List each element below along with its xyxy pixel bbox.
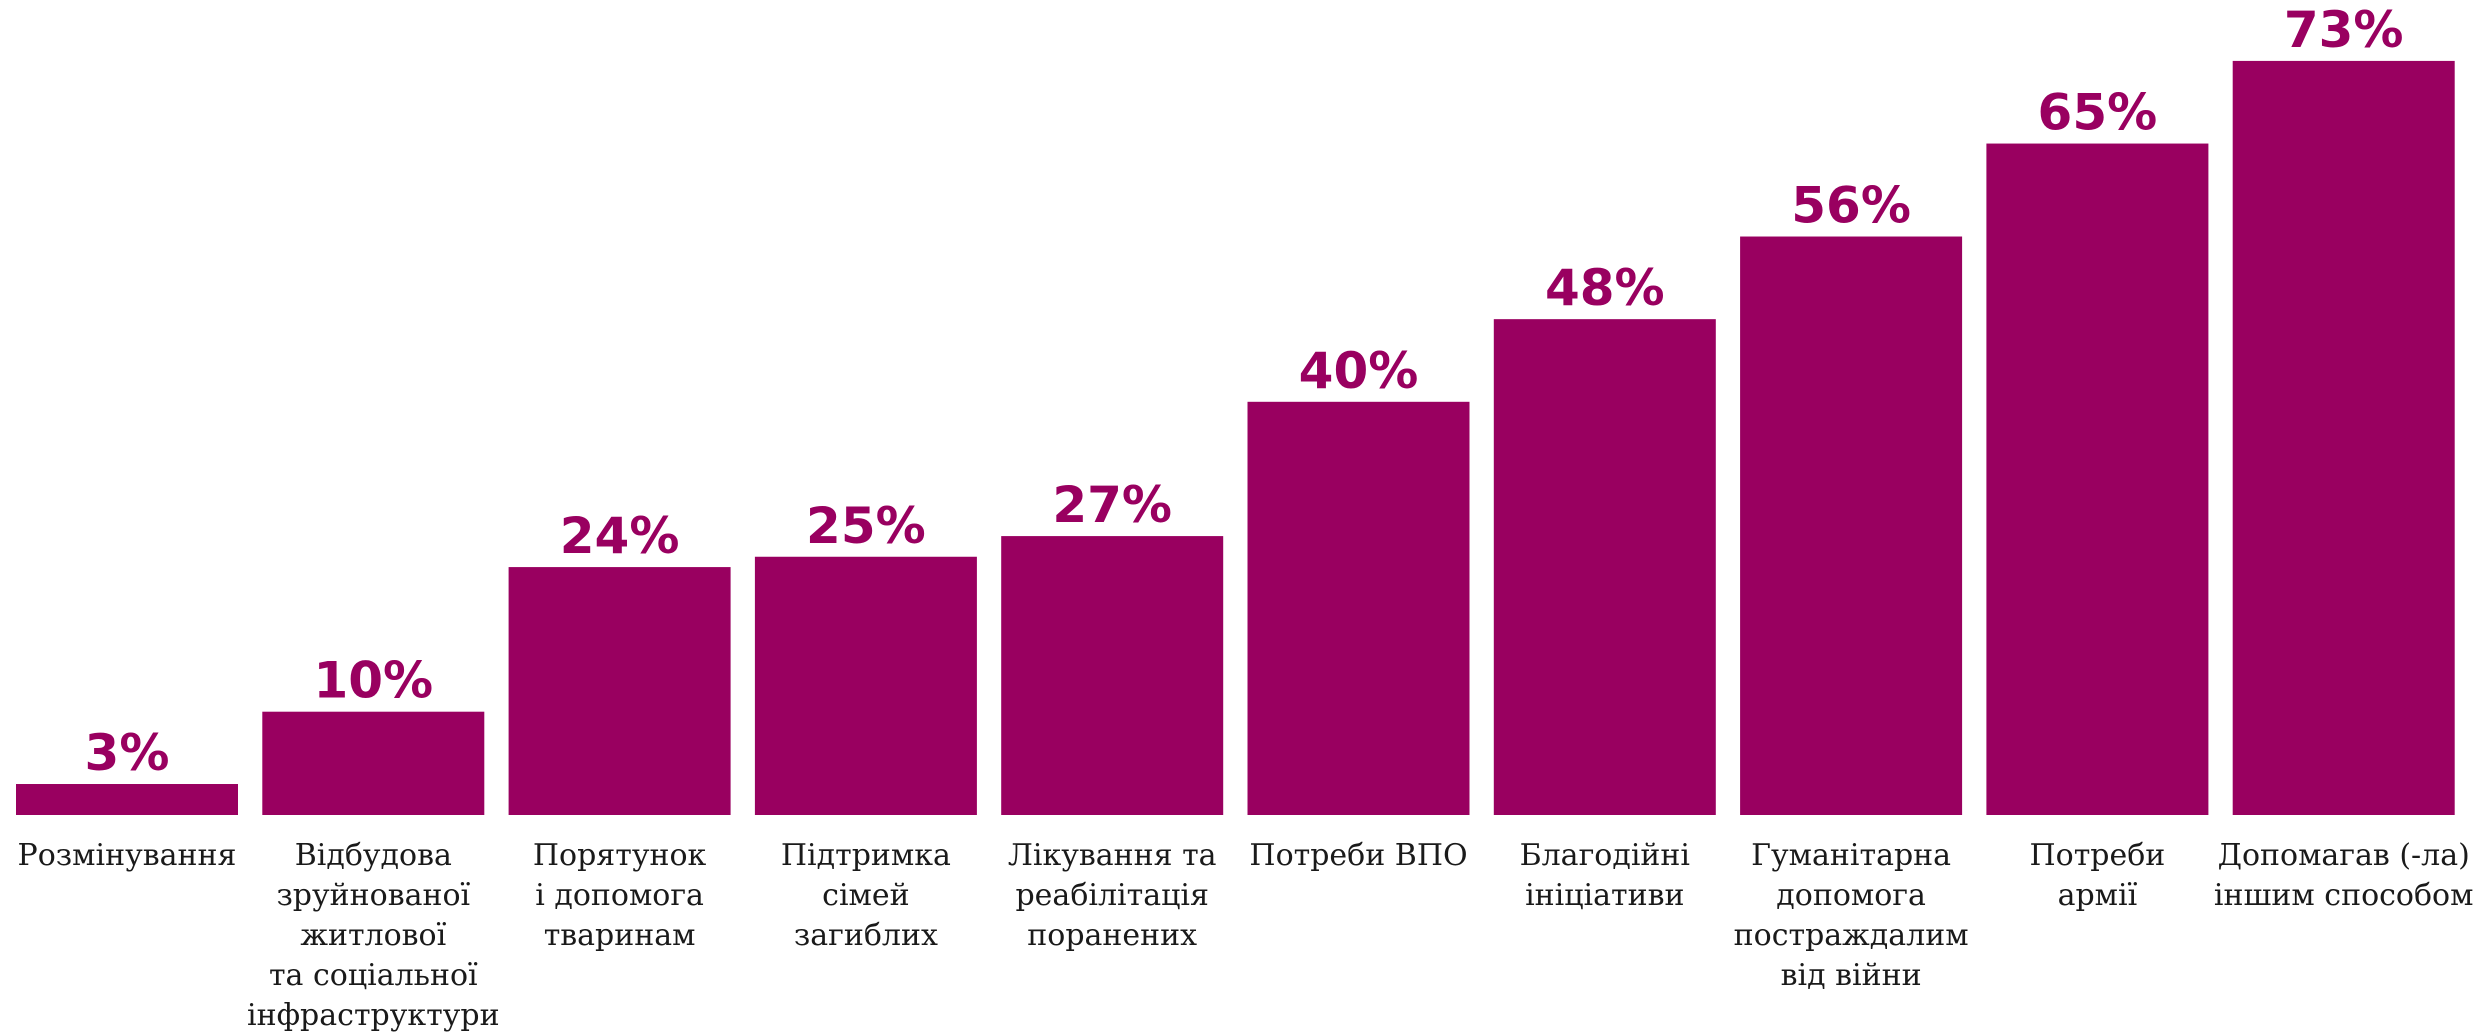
category-label-line: ініціативи xyxy=(1525,878,1684,913)
category-label-line: Лікування та xyxy=(1008,838,1217,873)
category-label-line: поранених xyxy=(1027,918,1197,953)
category-label-line: Відбудова xyxy=(295,838,452,873)
category-label-line: постраждалим xyxy=(1734,918,1969,953)
bar xyxy=(1001,536,1224,815)
category-label: Лікування та реабілітація поранених xyxy=(1008,838,1217,953)
bar xyxy=(1740,236,1963,815)
category-label: Гуманітарна допомога постраждалим від війни xyxy=(1734,838,1969,993)
category-label: Відбудова зруйнованої житлової та соціально… xyxy=(247,838,500,1033)
category-label: Благодійні ініціативи xyxy=(1520,838,1690,913)
category-label-line: зруйнованої xyxy=(276,878,470,913)
bar-value-label: 25% xyxy=(806,497,926,555)
category-label-line: та соціальної xyxy=(269,958,478,993)
bar xyxy=(1493,319,1716,815)
category-label-line: житлової xyxy=(300,918,446,953)
category-label-line: і допомога xyxy=(535,878,704,913)
category-label-line: Гуманітарна xyxy=(1751,838,1951,873)
category-label-line: іншим способом xyxy=(2214,878,2474,913)
category-label-line: Потреби xyxy=(2029,838,2165,873)
bar-value-label: 40% xyxy=(1299,342,1419,400)
category-label-line: Розмінування xyxy=(18,838,237,873)
bar-value-label: 10% xyxy=(313,652,433,710)
category-label-line: допомога xyxy=(1776,878,1926,913)
bar-value-label: 27% xyxy=(1052,476,1172,534)
category-label-line: Допомагав (-ла) xyxy=(2218,838,2470,873)
category-labels-group: Розмінування Відбудова зруйнованої житлової… xyxy=(18,838,2474,1033)
category-label: Розмінування xyxy=(18,838,237,873)
bar-value-label: 65% xyxy=(2038,84,2158,142)
category-label-line: армії xyxy=(2058,878,2138,913)
bar xyxy=(754,556,977,815)
category-label: Порятунок і допомога тваринам xyxy=(533,838,707,953)
category-label-line: сімей xyxy=(822,878,909,913)
bar-value-label: 24% xyxy=(560,507,680,565)
category-label: Потреби ВПО xyxy=(1249,838,1467,873)
bar-value-label: 56% xyxy=(1791,177,1911,235)
bar-value-label: 73% xyxy=(2284,1,2404,59)
bar xyxy=(1986,143,2209,816)
category-label: Потреби армії xyxy=(2029,838,2165,913)
category-label-line: від війни xyxy=(1781,958,1922,993)
bar xyxy=(508,567,731,815)
category-label-line: тваринам xyxy=(544,918,696,953)
category-label-line: Потреби ВПО xyxy=(1249,838,1467,873)
bar xyxy=(262,711,485,815)
category-label-line: Підтримка xyxy=(781,838,951,873)
bar xyxy=(2232,60,2455,816)
bar xyxy=(16,784,238,815)
category-label-line: Порятунок xyxy=(533,838,707,873)
category-label-line: Благодійні xyxy=(1520,838,1690,873)
bar-value-label: 48% xyxy=(1545,259,1665,317)
bar-value-label: 3% xyxy=(85,724,170,782)
category-label-line: інфраструктури xyxy=(247,998,500,1033)
bars-group xyxy=(16,60,2455,816)
category-label: Підтримка сімей загиблих xyxy=(781,838,951,953)
category-label-line: реабілітація xyxy=(1015,878,1208,913)
category-label-line: загиблих xyxy=(794,918,938,953)
value-labels-group: 3% 10% 24% 25% 27% 40% 48% 56% 65% 73% xyxy=(85,1,2404,782)
category-label: Допомагав (-ла) іншим способом xyxy=(2214,838,2474,913)
bar xyxy=(1247,401,1470,815)
